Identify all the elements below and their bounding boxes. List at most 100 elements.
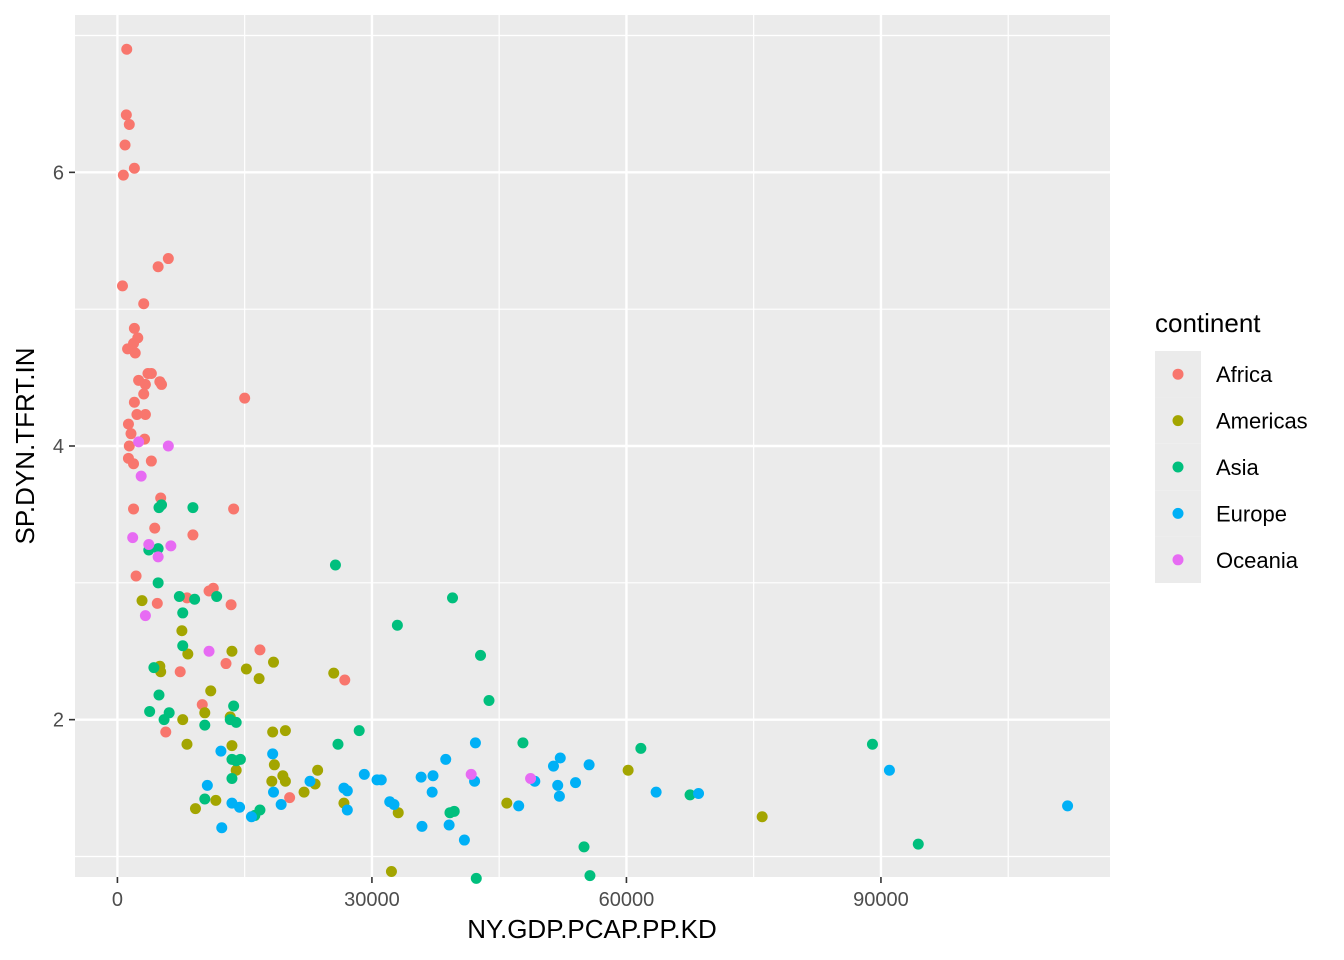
data-point-americas [268, 759, 280, 771]
data-point-asia [199, 793, 211, 805]
data-point-asia [483, 694, 495, 706]
data-point-asia [153, 502, 165, 514]
major-gridlines [75, 15, 1110, 877]
data-point-asia [199, 719, 211, 731]
data-point-asia [144, 705, 156, 717]
legend-key-oceania [1172, 554, 1184, 566]
data-point-africa [117, 169, 129, 181]
data-point-americas [328, 667, 340, 679]
data-point-europe [341, 804, 353, 816]
data-point-europe [547, 760, 559, 772]
data-point-americas [226, 740, 238, 752]
data-point-africa [128, 503, 140, 515]
series-americas [136, 595, 768, 878]
data-point-asia [475, 649, 487, 661]
data-point-asia [187, 502, 199, 514]
data-point-africa [119, 139, 131, 151]
data-point-africa [128, 162, 140, 174]
data-point-oceania [165, 540, 177, 552]
x-tick-label: 30000 [344, 889, 400, 911]
data-point-asia [353, 725, 365, 737]
data-point-africa [128, 458, 140, 470]
data-point-africa [156, 378, 168, 390]
data-point-europe [304, 775, 316, 787]
data-point-europe [427, 770, 439, 782]
y-tick-label: 6 [53, 162, 64, 184]
data-point-africa [139, 409, 151, 421]
data-point-africa [128, 396, 140, 408]
data-point-africa [145, 455, 157, 467]
data-point-asia [866, 738, 878, 750]
data-point-asia [152, 543, 164, 555]
data-point-africa [228, 503, 240, 515]
data-point-africa [162, 253, 174, 265]
data-point-europe [1062, 800, 1074, 812]
data-point-asia [230, 716, 242, 728]
data-point-asia [444, 807, 456, 819]
data-point-asia [391, 619, 403, 631]
data-point-oceania [143, 539, 155, 551]
data-point-europe [650, 786, 662, 798]
data-point-africa [123, 440, 135, 452]
y-axis: 2 4 6 [53, 162, 75, 732]
data-point-africa [121, 43, 133, 55]
x-tick-label: 90000 [853, 889, 909, 911]
data-point-europe [552, 779, 564, 791]
data-point-africa [139, 378, 151, 390]
data-point-europe [275, 798, 287, 810]
data-point-africa [129, 347, 141, 359]
data-point-europe [415, 771, 427, 783]
data-point-americas [312, 764, 324, 776]
data-point-asia [635, 742, 647, 754]
data-point-oceania [525, 772, 537, 784]
data-point-americas [267, 726, 279, 738]
data-point-americas [230, 764, 242, 776]
data-point-africa [174, 666, 186, 678]
data-point-asia [228, 700, 240, 712]
data-point-americas [756, 811, 768, 823]
data-point-asia [153, 689, 165, 701]
data-point-asia [177, 640, 189, 652]
data-point-africa [122, 418, 134, 430]
data-point-asia [177, 607, 189, 619]
data-point-africa [220, 658, 232, 670]
legend-items: Africa Americas Asia Europe Oceania [1155, 351, 1308, 583]
data-point-europe [513, 800, 525, 812]
data-point-africa [284, 792, 296, 804]
data-point-oceania [133, 436, 145, 448]
data-point-asia [148, 662, 160, 674]
data-point-asia [684, 789, 696, 801]
legend-label-americas: Americas [1216, 409, 1308, 434]
data-point-americas [226, 645, 238, 657]
data-point-oceania [135, 470, 147, 482]
data-point-europe [883, 764, 895, 776]
data-point-europe [267, 748, 279, 760]
legend-label-oceania: Oceania [1216, 548, 1299, 573]
data-point-europe [458, 834, 470, 846]
data-point-africa [203, 585, 215, 597]
data-point-oceania [162, 440, 174, 452]
data-point-americas [279, 725, 291, 737]
legend-key-asia [1172, 461, 1184, 473]
data-point-europe [215, 745, 227, 757]
data-point-americas [182, 648, 194, 660]
data-point-europe [693, 788, 705, 800]
data-point-americas [279, 775, 291, 787]
legend-label-europe: Europe [1216, 501, 1287, 526]
legend: continent Africa Americas Asia Europe Oceani… [1155, 308, 1308, 583]
data-point-oceania [139, 610, 151, 622]
data-point-europe [216, 822, 228, 834]
y-axis-title: SP.DYN.TFRT.IN [10, 348, 40, 545]
series-europe [201, 737, 1074, 846]
data-point-americas [176, 625, 188, 637]
data-point-americas [253, 673, 265, 685]
data-point-africa [131, 409, 143, 421]
data-point-africa [138, 298, 150, 310]
data-point-oceania [465, 768, 477, 780]
data-point-oceania [152, 551, 164, 563]
data-point-africa [254, 644, 266, 656]
legend-key-europe [1172, 507, 1184, 519]
data-point-asia [173, 591, 185, 603]
data-point-americas [622, 764, 634, 776]
